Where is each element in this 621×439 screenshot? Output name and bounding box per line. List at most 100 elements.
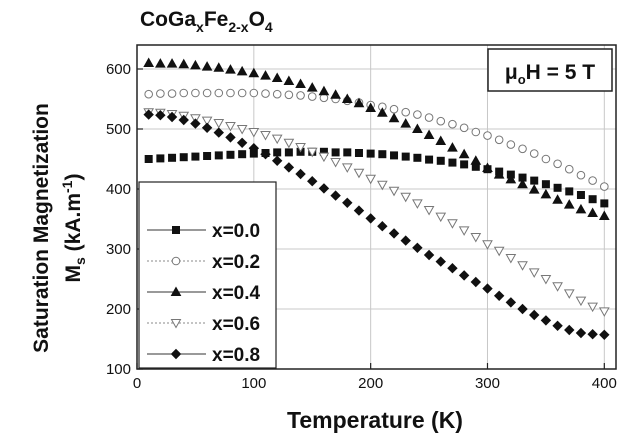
data-point: [330, 190, 341, 201]
data-point: [458, 148, 470, 159]
data-point: [413, 153, 422, 162]
data-point: [575, 296, 587, 307]
legend-item: x=0.4: [147, 283, 261, 304]
data-point: [517, 261, 528, 271]
data-point: [366, 149, 375, 158]
data-point: [600, 182, 609, 191]
legend-label: x=0.6: [212, 314, 260, 335]
data-point: [331, 148, 340, 157]
data-point: [144, 89, 153, 99]
title-part-fe: Fe: [204, 8, 229, 31]
data-point: [530, 176, 539, 185]
data-point: [470, 276, 482, 288]
data-point: [423, 129, 435, 139]
data-point: [156, 154, 165, 163]
data-point: [354, 149, 363, 157]
data-point: [541, 180, 550, 189]
data-point: [226, 88, 235, 98]
data-point: [296, 91, 305, 100]
data-point: [249, 88, 259, 98]
data-point: [214, 151, 223, 160]
x-axis-title: Temperature (K): [287, 407, 463, 433]
x-tick-label: 200: [358, 375, 383, 392]
data-point: [213, 119, 225, 129]
data-point: [483, 131, 492, 140]
title-part-o: O: [249, 8, 265, 31]
data-point: [505, 173, 517, 184]
data-point: [166, 111, 178, 123]
x-tick-label: 300: [475, 375, 500, 392]
data-point: [271, 155, 283, 167]
y-tick-label: 600: [106, 61, 131, 78]
title-part-cogа: CoGa: [140, 8, 196, 31]
data-point: [505, 297, 517, 308]
y-axis-title-line1: Saturation Magnetization: [30, 103, 53, 353]
legend-item: x=0.2: [147, 252, 260, 273]
data-point: [506, 140, 516, 149]
data-point: [284, 148, 293, 157]
data-point: [436, 156, 445, 165]
data-point: [191, 152, 200, 161]
data-point: [307, 92, 317, 101]
legend-marker: [171, 256, 181, 266]
data-point: [494, 135, 504, 145]
data-point: [260, 148, 271, 160]
data-point: [482, 162, 493, 172]
data-point: [412, 199, 423, 209]
data-point: [376, 107, 388, 117]
data-point: [353, 205, 365, 216]
data-point: [563, 199, 575, 209]
data-point: [553, 159, 562, 169]
data-point: [201, 116, 213, 127]
data-point: [436, 116, 446, 126]
data-point: [587, 328, 598, 340]
data-point: [273, 148, 282, 157]
data-point: [388, 228, 400, 239]
data-point: [190, 59, 201, 70]
data-point: [236, 125, 248, 135]
title-sub-x: x: [196, 19, 204, 35]
data-point: [529, 309, 540, 321]
data-point: [225, 64, 236, 74]
legend-marker: [170, 286, 182, 296]
data-point: [390, 151, 399, 160]
data-point: [588, 176, 597, 185]
data-point: [587, 207, 598, 217]
data-point: [272, 89, 282, 99]
data-point: [318, 85, 330, 96]
data-point: [178, 114, 189, 126]
legend-marker: [170, 348, 182, 360]
legend-label: x=0.4: [212, 283, 261, 304]
data-point: [388, 186, 400, 197]
data-point: [389, 104, 399, 114]
legend-marker: [170, 319, 182, 329]
data-point: [238, 150, 247, 159]
data-point: [225, 132, 236, 143]
data-point: [552, 282, 563, 292]
data-point: [448, 119, 457, 129]
data-point: [552, 194, 563, 204]
data-point: [143, 57, 155, 67]
data-point: [353, 168, 365, 179]
data-point: [576, 191, 585, 199]
data-point: [505, 254, 517, 264]
data-point: [225, 122, 236, 132]
data-point: [575, 203, 587, 214]
data-point: [400, 192, 412, 203]
y-tick-label: 500: [106, 121, 131, 138]
unit-prefix: (kA.m: [62, 193, 85, 257]
data-point: [541, 154, 551, 164]
data-point: [564, 164, 574, 174]
data-point: [553, 183, 562, 192]
data-point: [435, 135, 447, 145]
annotation-sub-o: o: [518, 72, 526, 87]
data-point: [423, 206, 435, 216]
legend-label: x=0.2: [212, 252, 260, 273]
data-point: [365, 213, 376, 224]
data-point: [365, 174, 377, 185]
title-sub-4: 4: [265, 19, 273, 35]
data-point: [330, 89, 341, 99]
data-point: [353, 97, 365, 108]
legend-label: x=0.0: [212, 221, 260, 242]
